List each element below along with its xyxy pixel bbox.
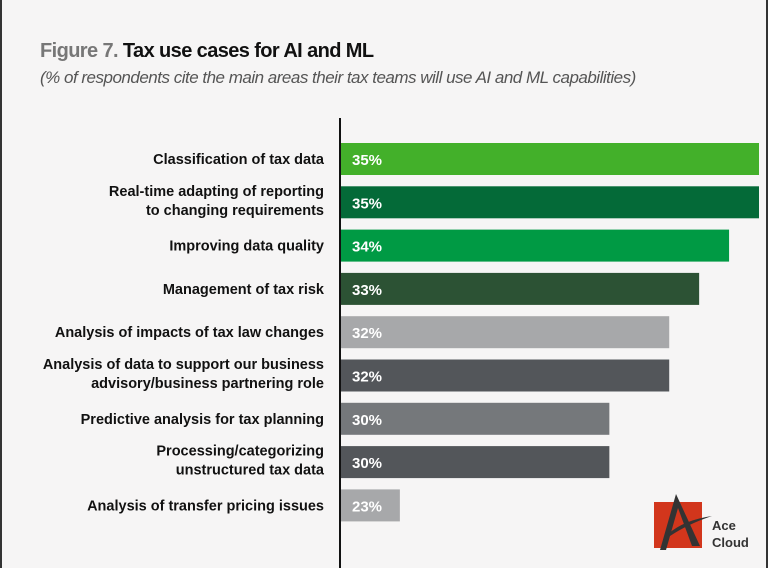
figure-label: Figure 7.: [40, 40, 119, 62]
bar: [340, 489, 400, 522]
data-label: 23%: [352, 498, 382, 515]
data-label: 35%: [352, 195, 382, 212]
category-label: Predictive analysis for tax planning: [81, 412, 324, 428]
data-label: 32%: [352, 325, 382, 342]
title-text: Tax use cases for AI and ML: [122, 40, 374, 62]
bar: [340, 316, 670, 349]
chart-title: Figure 7. Tax use cases for AI and ML: [40, 40, 374, 63]
logo-text: Ace Cloud: [712, 517, 749, 551]
bar: [340, 272, 700, 305]
bar: [340, 229, 730, 262]
logo-text-line1: Ace: [712, 518, 736, 533]
category-label: Real-time adapting of reporting: [109, 184, 324, 200]
category-label: Processing/categorizing: [156, 444, 324, 460]
category-label: unstructured tax data: [176, 463, 325, 479]
bar: [340, 402, 610, 435]
category-label: Improving data quality: [169, 239, 324, 255]
data-label: 30%: [352, 455, 382, 472]
bar: [340, 359, 670, 392]
logo-text-line2: Cloud: [712, 535, 749, 550]
data-label: 33%: [352, 282, 382, 299]
category-label: Analysis of transfer pricing issues: [87, 498, 324, 514]
category-label: Analysis of data to support our business: [43, 357, 324, 373]
category-label: advisory/business partnering role: [91, 376, 324, 392]
bar: [340, 186, 759, 219]
data-label: 30%: [352, 412, 382, 429]
category-label: Management of tax risk: [163, 282, 325, 298]
category-label: to changing requirements: [146, 203, 324, 219]
data-label: 34%: [352, 239, 382, 256]
category-label: Analysis of impacts of tax law changes: [55, 325, 324, 341]
chart-subtitle: (% of respondents cite the main areas th…: [40, 68, 636, 87]
bar: [340, 446, 610, 479]
bar: [340, 143, 759, 175]
category-label: Classification of tax data: [153, 152, 325, 168]
data-label: 32%: [352, 369, 382, 386]
data-label: 35%: [352, 152, 382, 169]
ace-cloud-logo: [654, 494, 712, 550]
